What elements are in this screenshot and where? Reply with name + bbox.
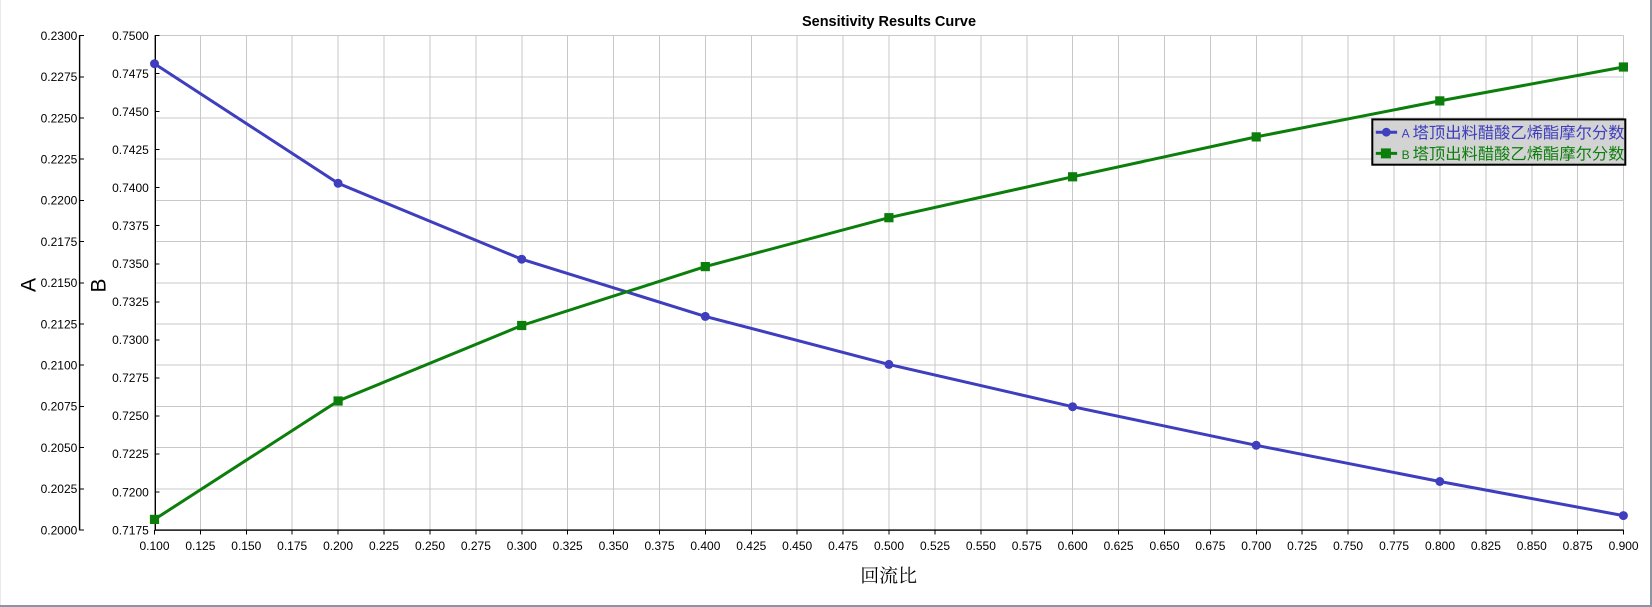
svg-text:0.7350: 0.7350 [112,257,149,271]
svg-text:0.2100: 0.2100 [41,359,78,373]
svg-text:0.7325: 0.7325 [112,295,149,309]
svg-text:0.825: 0.825 [1471,539,1501,553]
svg-text:0.850: 0.850 [1517,539,1547,553]
svg-text:A: A [1402,127,1410,141]
svg-text:0.7200: 0.7200 [112,485,149,499]
svg-text:0.775: 0.775 [1379,539,1409,553]
svg-text:0.750: 0.750 [1333,539,1363,553]
svg-text:0.375: 0.375 [644,539,674,553]
svg-text:0.2050: 0.2050 [41,441,78,455]
svg-text:0.700: 0.700 [1241,539,1271,553]
svg-text:0.175: 0.175 [277,539,307,553]
svg-text:0.300: 0.300 [507,539,537,553]
svg-text:0.2300: 0.2300 [41,29,78,43]
svg-text:0.575: 0.575 [1012,539,1042,553]
svg-text:0.2025: 0.2025 [41,482,78,496]
svg-text:0.7275: 0.7275 [112,371,149,385]
svg-text:0.7375: 0.7375 [112,219,149,233]
svg-text:0.2200: 0.2200 [41,194,78,208]
svg-text:0.2125: 0.2125 [41,317,78,331]
svg-text:0.200: 0.200 [323,539,353,553]
svg-text:0.800: 0.800 [1425,539,1455,553]
svg-text:0.900: 0.900 [1609,539,1639,553]
svg-text:0.350: 0.350 [599,539,629,553]
svg-text:0.275: 0.275 [461,539,491,553]
svg-text:0.725: 0.725 [1287,539,1317,553]
svg-text:A: A [18,278,41,292]
svg-text:B: B [87,278,110,292]
svg-text:0.7175: 0.7175 [112,523,149,537]
svg-text:0.7450: 0.7450 [112,105,149,119]
svg-text:B: B [1402,148,1410,162]
svg-text:0.2250: 0.2250 [41,111,78,125]
svg-text:0.550: 0.550 [966,539,996,553]
svg-text:0.425: 0.425 [736,539,766,553]
svg-text:0.7500: 0.7500 [112,29,149,43]
svg-text:0.250: 0.250 [415,539,445,553]
svg-text:0.650: 0.650 [1149,539,1179,553]
svg-text:0.500: 0.500 [874,539,904,553]
svg-text:0.2275: 0.2275 [41,70,78,84]
svg-text:0.7250: 0.7250 [112,409,149,423]
svg-text:0.2000: 0.2000 [41,523,78,537]
svg-text:0.7425: 0.7425 [112,143,149,157]
svg-text:0.7400: 0.7400 [112,181,149,195]
svg-text:0.225: 0.225 [369,539,399,553]
svg-text:0.7475: 0.7475 [112,67,149,81]
svg-text:0.2150: 0.2150 [41,276,78,290]
svg-text:0.2225: 0.2225 [41,153,78,167]
svg-text:0.450: 0.450 [782,539,812,553]
svg-text:0.325: 0.325 [553,539,583,553]
svg-text:0.400: 0.400 [690,539,720,553]
svg-text:0.600: 0.600 [1058,539,1088,553]
svg-text:Sensitivity Results Curve: Sensitivity Results Curve [802,14,976,30]
svg-text:0.150: 0.150 [231,539,261,553]
svg-text:0.675: 0.675 [1195,539,1225,553]
svg-text:0.2175: 0.2175 [41,235,78,249]
svg-text:0.625: 0.625 [1104,539,1134,553]
svg-text:0.125: 0.125 [185,539,215,553]
svg-text:0.7225: 0.7225 [112,447,149,461]
svg-text:0.100: 0.100 [139,539,169,553]
svg-text:0.875: 0.875 [1563,539,1593,553]
svg-text:0.7300: 0.7300 [112,333,149,347]
svg-text:0.525: 0.525 [920,539,950,553]
svg-text:0.475: 0.475 [828,539,858,553]
svg-text:0.2075: 0.2075 [41,400,78,414]
